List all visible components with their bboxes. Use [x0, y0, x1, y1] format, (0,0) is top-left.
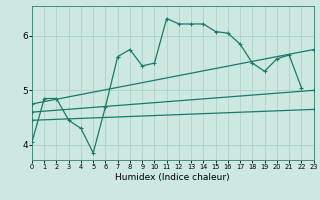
X-axis label: Humidex (Indice chaleur): Humidex (Indice chaleur) — [116, 173, 230, 182]
